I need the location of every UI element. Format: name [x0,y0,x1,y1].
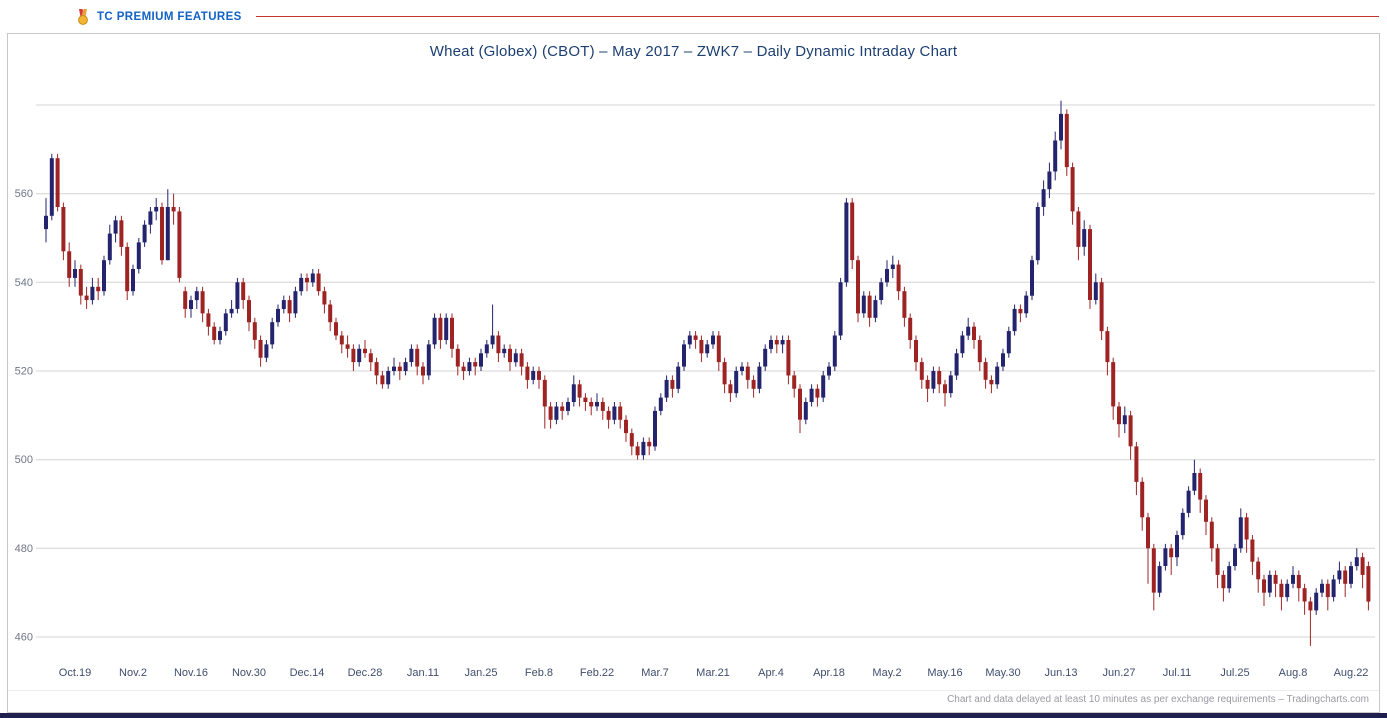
svg-text:May.16: May.16 [927,667,962,679]
svg-text:Jul.25: Jul.25 [1220,667,1249,679]
svg-text:Feb.8: Feb.8 [525,667,553,679]
svg-text:Feb.22: Feb.22 [580,667,614,679]
svg-text:520: 520 [15,366,33,378]
svg-text:480: 480 [15,543,33,555]
svg-text:May.30: May.30 [985,667,1020,679]
svg-text:540: 540 [15,277,33,289]
svg-text:Jul.11: Jul.11 [1163,667,1192,679]
svg-text:460: 460 [15,632,33,644]
svg-text:Jan.11: Jan.11 [407,667,439,679]
candlestick-chart: 460 480 500 520 540 560 Oct.19 Nov.2 Nov.16 Nov.3… [15,100,1375,679]
chart-container: Wheat (Globex) (CBOT) – May 2017 – ZWK7 … [7,33,1380,713]
bottom-strip [0,713,1387,718]
svg-text:Mar.7: Mar.7 [641,667,669,679]
svg-text:Aug.8: Aug.8 [1279,667,1308,679]
svg-text:Jun.13: Jun.13 [1044,667,1077,679]
delay-disclaimer: Chart and data delayed at least 10 minut… [8,690,1379,710]
svg-text:Nov.16: Nov.16 [174,667,208,679]
svg-text:Aug.22: Aug.22 [1334,667,1369,679]
svg-text:560: 560 [15,188,33,200]
svg-text:Jun.27: Jun.27 [1102,667,1135,679]
svg-text:Dec.14: Dec.14 [290,667,325,679]
svg-text:Apr.4: Apr.4 [758,667,784,679]
svg-text:Apr.18: Apr.18 [813,667,845,679]
svg-text:Oct.19: Oct.19 [59,667,91,679]
svg-text:Dec.28: Dec.28 [348,667,383,679]
topbar: TC PREMIUM FEATURES [0,0,1387,33]
svg-text:May.2: May.2 [872,667,901,679]
chart-title: Wheat (Globex) (CBOT) – May 2017 – ZWK7 … [429,43,958,60]
red-divider-line [255,16,1379,17]
premium-medal-icon [78,8,88,25]
svg-text:Nov.30: Nov.30 [232,667,266,679]
premium-features-label[interactable]: TC PREMIUM FEATURES [97,10,242,23]
svg-text:Nov.2: Nov.2 [119,667,147,679]
svg-text:Mar.21: Mar.21 [696,667,730,679]
svg-text:Jan.25: Jan.25 [464,667,497,679]
svg-text:500: 500 [15,454,33,466]
